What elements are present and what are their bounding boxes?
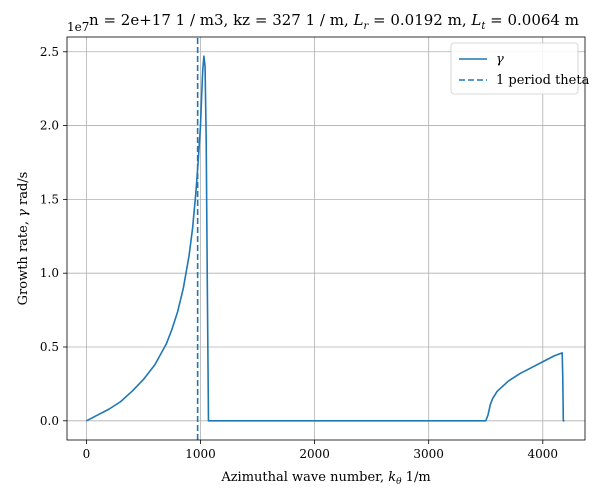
y-axis-label: Growth rate, γ rad/s	[16, 172, 31, 306]
x-axis-label-unit: 1/m	[402, 470, 431, 485]
x-tick-label-4: 4000	[528, 447, 559, 461]
title-lt-symbol: L	[470, 11, 481, 29]
y-offset-label: 1e7	[67, 20, 89, 34]
title-lt-value: = 0.0064 m	[485, 11, 579, 29]
chart-title: n = 2e+17 1 / m3, kz = 327 1 / m, Lr = 0…	[89, 11, 579, 32]
legend-label-1-period-theta: 1 period theta	[496, 73, 590, 88]
x-axis-label-symbol: k	[388, 470, 396, 485]
y-tick-label-0: 0.0	[40, 414, 59, 428]
title-lr-symbol: L	[352, 11, 363, 29]
title-lt-sub: t	[481, 21, 486, 32]
legend-box	[450, 42, 579, 95]
y-tick-label-2: 1.0	[40, 266, 59, 280]
legend-label-gamma: γ	[496, 52, 504, 67]
y-tick-label-1: 0.5	[40, 340, 59, 354]
y-axis-label-text: Growth rate,	[16, 217, 31, 305]
x-tick-label-3: 3000	[413, 447, 444, 461]
y-axis-label-unit: rad/s	[16, 172, 31, 209]
y-tick-label-3: 1.5	[40, 192, 59, 206]
title-lr-sub: r	[363, 21, 369, 32]
title-prefix: n = 2e+17 1 / m3, kz = 327 1 / m,	[89, 11, 353, 29]
y-axis-label-symbol: γ	[16, 209, 31, 217]
x-axis-ticks: 0 1000 2000 3000 4000	[83, 440, 558, 461]
title-lr-value: = 0.0192 m,	[368, 11, 471, 29]
x-tick-label-2: 2000	[299, 447, 330, 461]
x-tick-label-0: 0	[83, 447, 91, 461]
x-axis-label-text: Azimuthal wave number,	[220, 470, 388, 485]
y-axis-ticks: 0.0 0.5 1.0 1.5 2.0 2.5	[40, 45, 67, 428]
legend: γ 1 period theta	[450, 42, 590, 95]
x-tick-label-1: 1000	[185, 447, 216, 461]
y-tick-label-5: 2.5	[40, 45, 59, 59]
x-axis-label-sub: θ	[396, 477, 402, 487]
axes-frame	[66, 36, 586, 441]
series-line-gamma	[86, 55, 565, 422]
y-tick-label-4: 2.0	[40, 119, 59, 133]
series-layer	[86, 37, 565, 440]
grid-layer	[67, 37, 585, 440]
x-axis-label: Azimuthal wave number, kθ 1/m	[220, 470, 430, 487]
